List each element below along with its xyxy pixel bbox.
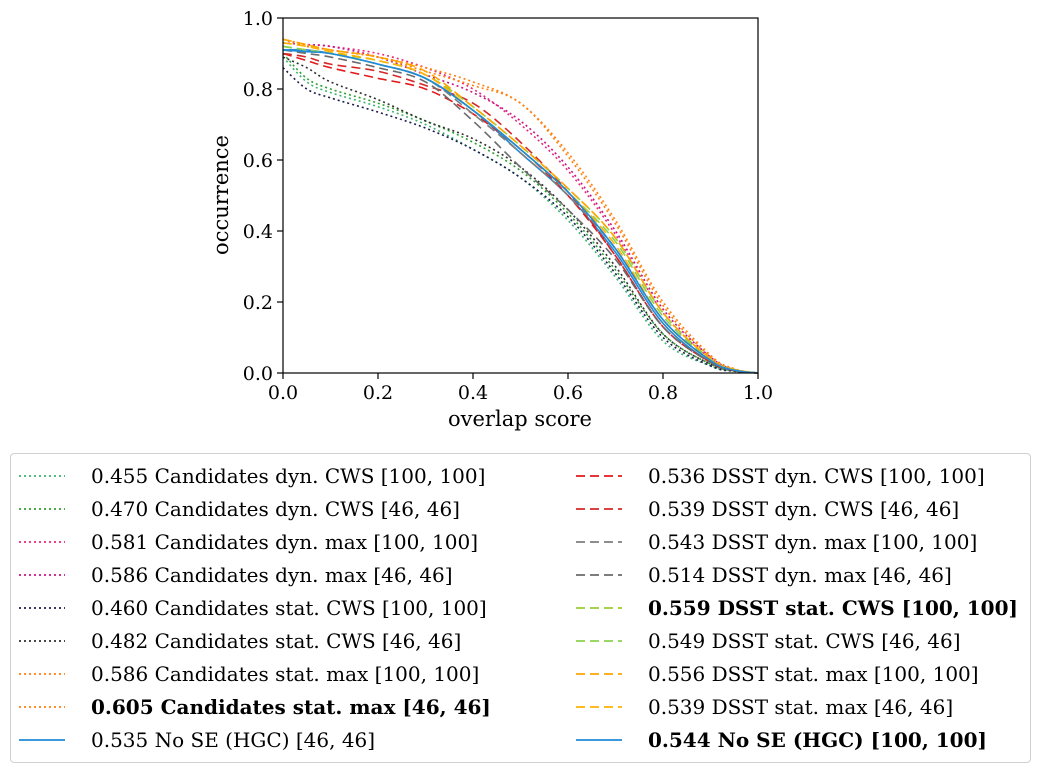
- legend-label: 0.539 DSST stat. max [46, 46]: [648, 694, 954, 719]
- x-tick-label: 0.2: [363, 382, 393, 404]
- legend-label: 0.460 Candidates stat. CWS [100, 100]: [91, 595, 487, 620]
- legend-item: 0.536 DSST dyn. CWS [100, 100]: [576, 459, 1018, 492]
- legend-item: 0.586 Candidates dyn. max [46, 46]: [19, 558, 491, 591]
- legend-item: 0.514 DSST dyn. max [46, 46]: [576, 558, 1018, 591]
- x-tick-label: 0.6: [553, 382, 583, 404]
- legend-item: 0.559 DSST stat. CWS [100, 100]: [576, 591, 1018, 624]
- y-tick-label: 0.6: [243, 150, 273, 172]
- legend-swatch: [576, 639, 622, 642]
- legend-label: 0.482 Candidates stat. CWS [46, 46]: [91, 628, 462, 653]
- legend-swatch: [576, 507, 622, 510]
- legend-label: 0.535 No SE (HGC) [46, 46]: [91, 727, 376, 752]
- legend-item: 0.539 DSST stat. max [46, 46]: [576, 690, 1018, 723]
- legend-label: 0.586 Candidates stat. max [100, 100]: [91, 661, 480, 686]
- legend-item: 0.535 No SE (HGC) [46, 46]: [19, 723, 491, 756]
- legend-swatch: [576, 606, 622, 609]
- legend-swatch: [19, 474, 65, 477]
- legend-swatch: [19, 738, 65, 741]
- legend-swatch: [19, 705, 65, 708]
- legend-label: 0.544 No SE (HGC) [100, 100]: [648, 727, 987, 752]
- legend-item: 0.581 Candidates dyn. max [100, 100]: [19, 525, 491, 558]
- legend-item: 0.470 Candidates dyn. CWS [46, 46]: [19, 492, 491, 525]
- series-layer: [282, 38, 759, 374]
- legend-label: 0.559 DSST stat. CWS [100, 100]: [648, 595, 1018, 620]
- legend-swatch: [576, 540, 622, 543]
- legend-swatch: [19, 606, 65, 609]
- x-tick-label: 1.0: [743, 382, 773, 404]
- legend-item: 0.549 DSST stat. CWS [46, 46]: [576, 624, 1018, 657]
- legend: 0.455 Candidates dyn. CWS [100, 100] 0.47…: [10, 453, 1031, 763]
- legend-swatch: [576, 474, 622, 477]
- legend-swatch: [19, 573, 65, 576]
- legend-swatch: [576, 705, 622, 708]
- plot-frame: [282, 17, 759, 374]
- legend-label: 0.455 Candidates dyn. CWS [100, 100]: [91, 463, 486, 488]
- legend-item: 0.539 DSST dyn. CWS [46, 46]: [576, 492, 1018, 525]
- legend-label: 0.470 Candidates dyn. CWS [46, 46]: [91, 496, 460, 521]
- legend-item: 0.455 Candidates dyn. CWS [100, 100]: [19, 459, 491, 492]
- legend-swatch: [19, 540, 65, 543]
- series-line-5: [282, 56, 759, 374]
- legend-column-right: 0.536 DSST dyn. CWS [100, 100] 0.539 DSST…: [576, 459, 1018, 756]
- legend-column-left: 0.455 Candidates dyn. CWS [100, 100] 0.47…: [19, 459, 491, 756]
- legend-label: 0.536 DSST dyn. CWS [100, 100]: [648, 463, 985, 488]
- series-line-4: [282, 67, 759, 374]
- legend-swatch: [576, 672, 622, 675]
- y-tick-label: 1.0: [243, 8, 273, 30]
- legend-swatch: [576, 738, 622, 741]
- legend-item: 0.586 Candidates stat. max [100, 100]: [19, 657, 491, 690]
- x-axis-label: overlap score: [448, 407, 592, 431]
- legend-swatch: [19, 672, 65, 675]
- series-line-12: [282, 49, 759, 374]
- legend-label: 0.586 Candidates dyn. max [46, 46]: [91, 562, 453, 587]
- legend-item: 0.605 Candidates stat. max [46, 46]: [19, 690, 491, 723]
- series-line-15: [282, 38, 759, 374]
- legend-label: 0.514 DSST dyn. max [46, 46]: [648, 562, 952, 587]
- legend-swatch: [19, 507, 65, 510]
- legend-item: 0.543 DSST dyn. max [100, 100]: [576, 525, 1018, 558]
- series-line-7: [282, 38, 759, 374]
- legend-swatch: [19, 639, 65, 642]
- y-axis-label: occurrence: [209, 135, 233, 255]
- legend-swatch: [576, 573, 622, 576]
- legend-label: 0.539 DSST dyn. CWS [46, 46]: [648, 496, 960, 521]
- plot-background: [283, 18, 758, 373]
- legend-item: 0.482 Candidates stat. CWS [46, 46]: [19, 624, 491, 657]
- series-line-1: [282, 52, 759, 374]
- y-tick-label: 0.8: [243, 79, 273, 101]
- x-tick-label: 0.8: [648, 382, 678, 404]
- legend-item: 0.460 Candidates stat. CWS [100, 100]: [19, 591, 491, 624]
- chart-svg: 0.0 0.2 0.4 0.6 0.8 1.0 0.0 0.2 0.4 0.6 0.8 1.0 ov…: [209, 8, 773, 431]
- x-tick-label: 0.4: [458, 382, 488, 404]
- legend-label: 0.605 Candidates stat. max [46, 46]: [91, 694, 491, 719]
- series-line-17: [282, 49, 759, 374]
- x-axis-ticks: 0.0 0.2 0.4 0.6 0.8 1.0: [268, 373, 773, 404]
- legend-item: 0.544 No SE (HGC) [100, 100]: [576, 723, 1018, 756]
- legend-label: 0.581 Candidates dyn. max [100, 100]: [91, 529, 479, 554]
- x-tick-label: 0.0: [268, 382, 298, 404]
- y-axis-ticks: 0.0 0.2 0.4 0.6 0.8 1.0: [243, 8, 283, 385]
- y-tick-label: 0.2: [243, 292, 273, 314]
- y-tick-label: 0.0: [243, 363, 273, 385]
- legend-label: 0.543 DSST dyn. max [100, 100]: [648, 529, 978, 554]
- legend-label: 0.556 DSST stat. max [100, 100]: [648, 661, 979, 686]
- legend-item: 0.556 DSST stat. max [100, 100]: [576, 657, 1018, 690]
- y-tick-label: 0.4: [243, 221, 273, 243]
- legend-label: 0.549 DSST stat. CWS [46, 46]: [648, 628, 961, 653]
